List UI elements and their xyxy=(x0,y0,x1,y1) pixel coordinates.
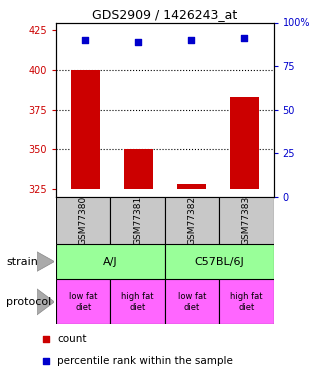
Bar xyxy=(219,197,274,244)
Text: protocol: protocol xyxy=(6,297,52,307)
Text: percentile rank within the sample: percentile rank within the sample xyxy=(57,356,233,366)
Polygon shape xyxy=(37,289,54,315)
Bar xyxy=(219,279,274,324)
Point xyxy=(242,35,247,41)
Bar xyxy=(56,197,110,244)
Title: GDS2909 / 1426243_at: GDS2909 / 1426243_at xyxy=(92,8,237,21)
Point xyxy=(43,358,48,364)
Text: low fat
diet: low fat diet xyxy=(178,292,206,312)
Text: count: count xyxy=(57,334,87,344)
Text: high fat
diet: high fat diet xyxy=(121,292,154,312)
Point xyxy=(83,37,88,43)
Text: C57BL/6J: C57BL/6J xyxy=(194,256,244,267)
Text: GSM77382: GSM77382 xyxy=(188,196,196,245)
Text: A/J: A/J xyxy=(103,256,118,267)
Text: low fat
diet: low fat diet xyxy=(69,292,97,312)
Bar xyxy=(124,149,153,189)
Bar xyxy=(56,279,110,324)
Point xyxy=(43,336,48,342)
Text: GSM77383: GSM77383 xyxy=(242,196,251,245)
Bar xyxy=(165,279,219,324)
Bar xyxy=(177,184,206,189)
Text: GSM77380: GSM77380 xyxy=(79,196,88,245)
Bar xyxy=(165,244,274,279)
Bar xyxy=(165,197,219,244)
Bar xyxy=(110,279,165,324)
Bar xyxy=(56,244,165,279)
Point xyxy=(189,37,194,43)
Bar xyxy=(110,197,165,244)
Text: strain: strain xyxy=(6,256,38,267)
Text: high fat
diet: high fat diet xyxy=(230,292,263,312)
Bar xyxy=(71,70,100,189)
Bar xyxy=(230,97,259,189)
Point xyxy=(136,39,141,45)
Polygon shape xyxy=(37,252,54,272)
Text: GSM77381: GSM77381 xyxy=(133,196,142,245)
